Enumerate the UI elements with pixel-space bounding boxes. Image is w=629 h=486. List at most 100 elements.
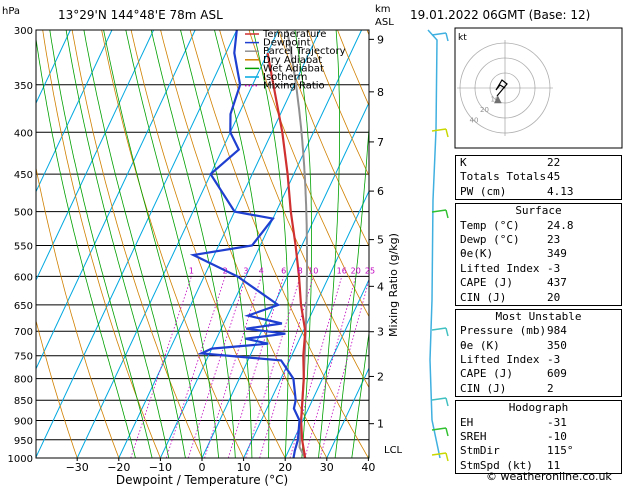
wind-barb-flag <box>445 327 449 337</box>
km-tick-label: 7 <box>377 136 384 149</box>
mixing-ratio-axis-label: Mixing Ratio (g/kg) <box>387 233 400 337</box>
asl-unit: ASL <box>375 17 394 28</box>
dewpoint-profile-line <box>189 30 301 458</box>
pressure-tick-label: 450 <box>14 170 33 181</box>
plot-frame <box>35 29 370 459</box>
indices-table: K 22 Totals Totals 45 PW (cm) 4.13 Surface … <box>455 155 622 477</box>
km-tick-label: 3 <box>377 326 384 339</box>
most-unstable-value: -3 <box>547 353 561 367</box>
dry-adiabat-line <box>248 30 369 318</box>
surface-label: Temp (°C) <box>460 218 520 232</box>
surface-value: 349 <box>547 247 567 261</box>
most-unstable-value: 609 <box>547 367 567 381</box>
isotherm-line <box>36 30 71 105</box>
dry-adiabat-line <box>36 166 120 458</box>
km-tick-label: 1 <box>377 418 384 431</box>
mixing-ratio-label: 1 <box>189 266 194 275</box>
wind-barb-flag <box>445 397 449 407</box>
surface-value: 23 <box>547 232 561 246</box>
most-unstable-row: Lifted Index -3 <box>460 353 617 367</box>
surface-label: θe(K) <box>460 247 494 261</box>
pressure-tick-label: 350 <box>14 81 33 92</box>
dry-adiabat-line <box>42 30 161 458</box>
most-unstable-value: 350 <box>547 338 567 352</box>
wind-barb <box>431 128 447 132</box>
mixing-ratio-line <box>245 276 301 458</box>
k-label: K <box>460 156 467 169</box>
totals-value: 45 <box>547 170 561 184</box>
lcl-label: LCL <box>384 445 403 456</box>
surface-value: -3 <box>547 261 561 275</box>
wet-adiabat-line <box>36 36 136 458</box>
isotherm-line <box>118 30 321 458</box>
mixing-ratio-line <box>304 276 357 458</box>
x-axis-label: Dewpoint / Temperature (°C) <box>116 473 288 486</box>
isotherm-line <box>36 30 113 193</box>
wet-adiabat-line <box>252 30 289 458</box>
hodograph-index-label: StmSpd (kt) <box>460 458 533 472</box>
mixing-ratio-line <box>130 276 192 458</box>
wind-barb-flag <box>445 128 449 138</box>
storm-motion-marker: ▲ <box>494 94 502 105</box>
legend-item-label: Dewpoint <box>263 38 311 49</box>
wet-adiabat-line <box>334 121 369 458</box>
isotherm-line <box>76 30 279 458</box>
isotherm-line <box>201 101 369 458</box>
profiles <box>189 30 308 458</box>
wet-adiabat-line <box>83 30 186 458</box>
dry-adiabat-line <box>36 319 78 458</box>
dry-adiabat-line <box>189 30 369 458</box>
hodograph-ring-label: 10 <box>491 96 500 104</box>
wind-profile-line <box>427 29 441 459</box>
mixing-ratio-label: 2 <box>223 266 228 275</box>
datetime-title: 19.01.2022 06GMT (Base: 12) <box>410 8 590 22</box>
surface-row: Dewp (°C) 23 <box>460 233 617 247</box>
wet-adiabat-line <box>214 30 270 458</box>
dry-adiabat-line <box>130 30 286 458</box>
mixing-ratio-line <box>165 276 226 458</box>
surface-section: Surface Temp (°C) 24.8 Dewp (°C) 23 θe(K) 349… <box>455 203 622 306</box>
surface-row: Lifted Index -3 <box>460 262 617 276</box>
temperature-tick-label: −20 <box>107 461 130 474</box>
hodograph-ring-label: 20 <box>480 106 489 114</box>
hodograph-trace <box>495 79 508 97</box>
pressure-unit: hPa <box>2 6 20 17</box>
pw-value: 4.13 <box>547 184 574 198</box>
grid-lines <box>36 30 369 458</box>
temperature-tick-label: 40 <box>361 461 375 474</box>
surface-label: CAPE (J) <box>460 276 513 290</box>
temperature-tick-label: 0 <box>199 461 206 474</box>
hodograph-index-label: EH <box>460 415 474 429</box>
isotherm-line <box>159 30 363 458</box>
most-unstable-label: θe (K) <box>460 338 500 352</box>
mixing-ratio-label: 8 <box>298 266 303 275</box>
pressure-tick-label: 1000 <box>8 454 33 465</box>
legend-item-label: Isotherm <box>263 72 307 83</box>
dry-adiabat-line <box>278 30 369 247</box>
surface-value: 437 <box>547 276 567 290</box>
km-tick-label: 5 <box>377 234 384 247</box>
mixing-ratio-label: 20 <box>351 266 361 275</box>
pressure-tick-label: 600 <box>14 272 33 283</box>
pressure-tick-label: 900 <box>14 417 33 428</box>
km-tick-label: 4 <box>377 280 384 293</box>
basic-indices: K 22 Totals Totals 45 PW (cm) 4.13 <box>455 155 622 201</box>
k-value: 22 <box>547 156 561 169</box>
totals-label: Totals Totals <box>460 170 547 184</box>
isotherm-line <box>243 190 369 458</box>
wet-adiabat-line <box>125 30 219 458</box>
most-unstable-value: 2 <box>547 381 554 395</box>
surface-row: CIN (J) 20 <box>460 291 617 305</box>
most-unstable-row: Pressure (mb) 984 <box>460 324 617 338</box>
most-unstable-row: CIN (J) 2 <box>460 382 617 396</box>
km-tick-label: 8 <box>377 86 384 99</box>
legend-item-label: Temperature <box>262 29 326 40</box>
isotherm-line <box>36 30 238 458</box>
most-unstable-value: 984 <box>547 324 567 338</box>
most-unstable-label: CIN (J) <box>460 381 507 395</box>
surface-row: Temp (°C) 24.8 <box>460 219 617 233</box>
wet-adiabat-line <box>294 30 313 458</box>
dry-adiabat-line <box>101 30 244 458</box>
mixing-ratio-label: 10 <box>308 266 318 275</box>
